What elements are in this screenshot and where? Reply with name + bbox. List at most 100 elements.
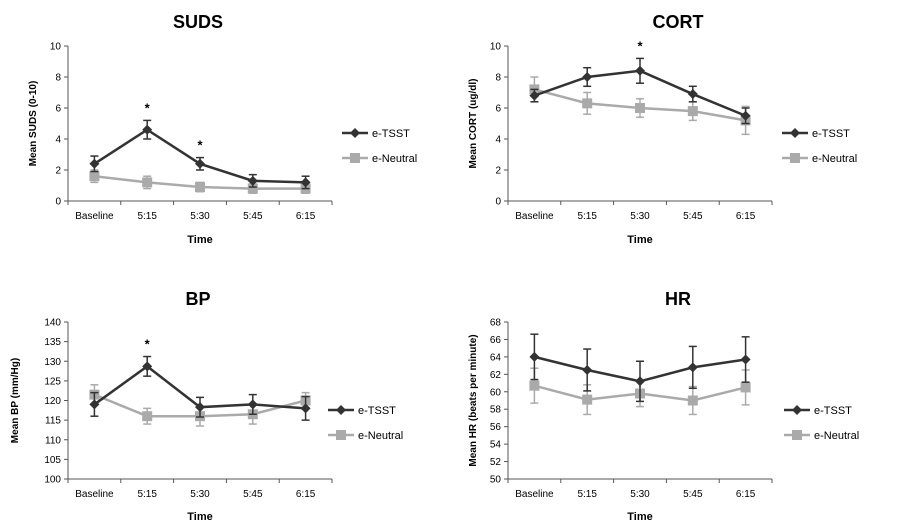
- series-e-tsst: [89, 119, 311, 190]
- y-tick-label: 68: [490, 318, 502, 329]
- data-point-diamond: [195, 402, 205, 413]
- data-point-diamond: [687, 362, 698, 373]
- legend-marker: [792, 405, 802, 415]
- legend-entry: e-Neutral: [328, 430, 403, 442]
- y-tick-label: 135: [44, 337, 61, 348]
- data-point-diamond: [740, 354, 751, 365]
- y-tick-label: 110: [45, 435, 61, 446]
- data-point-square: [89, 171, 100, 182]
- y-tick-label: 6: [495, 104, 501, 115]
- x-tick-label: 5:15: [577, 211, 597, 222]
- y-tick-label: 4: [55, 135, 61, 146]
- legend-label: e-TSST: [358, 405, 396, 417]
- y-axis-label: Mean BP (mm/Hg): [10, 358, 21, 443]
- x-tick-label: 5:30: [630, 489, 650, 500]
- x-tick-label: 5:45: [243, 489, 263, 500]
- series-e-tsst: [89, 355, 311, 421]
- legend-marker: [336, 430, 346, 440]
- x-tick-label: 5:45: [683, 489, 703, 500]
- data-point-diamond: [89, 399, 100, 410]
- data-point-diamond: [582, 72, 593, 82]
- y-tick-label: 8: [495, 73, 501, 84]
- x-tick-label: 6:15: [296, 489, 316, 500]
- legend-entry: e-TSST: [342, 128, 410, 140]
- x-tick-label: 5:30: [190, 489, 210, 500]
- y-axis-label: Mean CORT (ug/dl): [468, 79, 479, 169]
- y-tick-label: 50: [490, 475, 502, 486]
- chart-title: SUDS: [173, 12, 223, 32]
- y-tick-label: 130: [44, 357, 61, 368]
- series-e-tsst: [529, 57, 751, 125]
- data-point-diamond: [89, 158, 100, 169]
- significance-marker: *: [145, 337, 151, 352]
- y-tick-label: 6: [55, 104, 61, 115]
- data-point-square: [582, 394, 593, 405]
- legend-label: e-Neutral: [358, 430, 403, 442]
- data-point-diamond: [740, 110, 751, 121]
- y-tick-label: 100: [44, 475, 61, 486]
- x-tick-label: Baseline: [515, 211, 554, 222]
- y-tick-label: 2: [495, 166, 501, 177]
- y-tick-label: 0: [55, 197, 61, 208]
- y-tick-label: 105: [44, 455, 61, 466]
- data-point-diamond: [582, 364, 593, 375]
- chart-title: HR: [665, 289, 691, 309]
- y-axis-label: Mean HR (beats per minute): [468, 334, 479, 466]
- data-point-square: [142, 177, 153, 188]
- data-point-diamond: [300, 177, 311, 188]
- y-tick-label: 56: [490, 422, 502, 433]
- x-tick-label: 5:30: [190, 211, 210, 222]
- y-tick-label: 54: [490, 440, 502, 451]
- y-tick-label: 10: [50, 42, 62, 53]
- y-axis-label: Mean SUDS (0-10): [28, 81, 39, 167]
- legend-entry: e-Neutral: [782, 153, 857, 165]
- legend-marker: [792, 430, 802, 440]
- legend-entry: e-TSST: [328, 405, 396, 417]
- x-axis-label: Time: [187, 511, 212, 523]
- x-axis-label: Time: [627, 511, 652, 523]
- data-point-square: [247, 183, 258, 194]
- data-point-square: [740, 382, 751, 393]
- legend-label: e-Neutral: [814, 430, 859, 442]
- y-tick-label: 66: [490, 335, 502, 346]
- x-tick-label: Baseline: [75, 211, 114, 222]
- legend-label: e-Neutral: [372, 153, 417, 165]
- y-tick-label: 120: [44, 396, 61, 407]
- y-tick-label: 4: [495, 135, 501, 146]
- legend-label: e-TSST: [814, 405, 852, 417]
- chart-cort: CORT 0 2 4 6 8 10 Baseline 5:15 5:30 5:45 6:15 Time M…: [468, 12, 857, 246]
- significance-marker: *: [197, 138, 203, 153]
- chart-title: CORT: [653, 12, 704, 32]
- x-axis-label: Time: [627, 234, 652, 246]
- series-e-neutral: [529, 76, 751, 136]
- x-tick-label: Baseline: [515, 489, 554, 500]
- data-point-square: [142, 411, 153, 422]
- x-tick-label: 6:15: [736, 211, 756, 222]
- y-tick-label: 2: [55, 166, 61, 177]
- y-tick-label: 64: [490, 352, 502, 363]
- chart-bp: BP 100 105 110 115 120 125 130 135 140 Baseline 5:1…: [10, 289, 403, 523]
- data-point-square: [635, 103, 645, 113]
- data-point-diamond: [142, 361, 153, 372]
- x-tick-label: 6:15: [736, 489, 756, 500]
- x-tick-label: 5:45: [243, 211, 263, 222]
- data-point-diamond: [687, 89, 698, 100]
- x-tick-label: 6:15: [296, 211, 316, 222]
- legend-entry: e-TSST: [784, 405, 852, 417]
- x-tick-label: 5:45: [683, 211, 703, 222]
- data-point-square: [687, 395, 698, 406]
- chart-hr: HR 50 52 54 56 58 60 62 64 66 68 Baseline 5:15 5:30 5:…: [468, 289, 859, 523]
- y-tick-label: 0: [495, 197, 501, 208]
- x-tick-label: 5:15: [137, 489, 157, 500]
- legend-label: e-Neutral: [812, 153, 857, 165]
- legend-entry: e-Neutral: [784, 430, 859, 442]
- y-tick-label: 140: [44, 318, 61, 329]
- x-tick-label: 5:30: [630, 211, 650, 222]
- legend-label: e-TSST: [812, 128, 850, 140]
- y-tick-label: 52: [490, 457, 502, 468]
- data-point-square: [687, 106, 698, 117]
- data-point-diamond: [195, 158, 205, 169]
- y-tick-label: 60: [490, 387, 502, 398]
- y-tick-label: 115: [45, 416, 61, 427]
